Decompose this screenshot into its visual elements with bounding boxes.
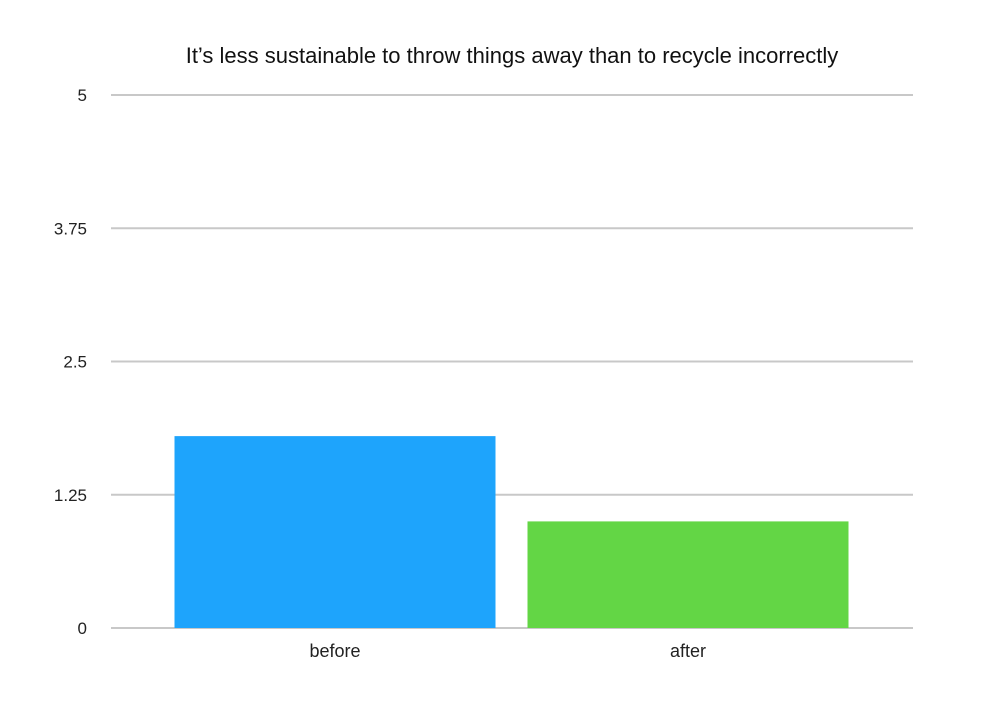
y-tick-label: 0 [78,619,87,638]
x-tick-label: after [670,641,706,661]
x-tick-label: before [309,641,360,661]
bar-after [527,521,849,628]
y-axis-ticks: 0 1.25 2.5 3.75 5 [54,86,87,638]
y-tick-label: 1.25 [54,486,87,505]
chart-title: It’s less sustainable to throw things aw… [186,43,839,68]
y-tick-label: 2.5 [63,353,87,372]
y-tick-label: 5 [78,86,87,105]
y-tick-label: 3.75 [54,219,87,238]
bar-before [174,436,496,628]
bars [174,436,849,628]
x-axis-labels: before after [309,641,706,661]
